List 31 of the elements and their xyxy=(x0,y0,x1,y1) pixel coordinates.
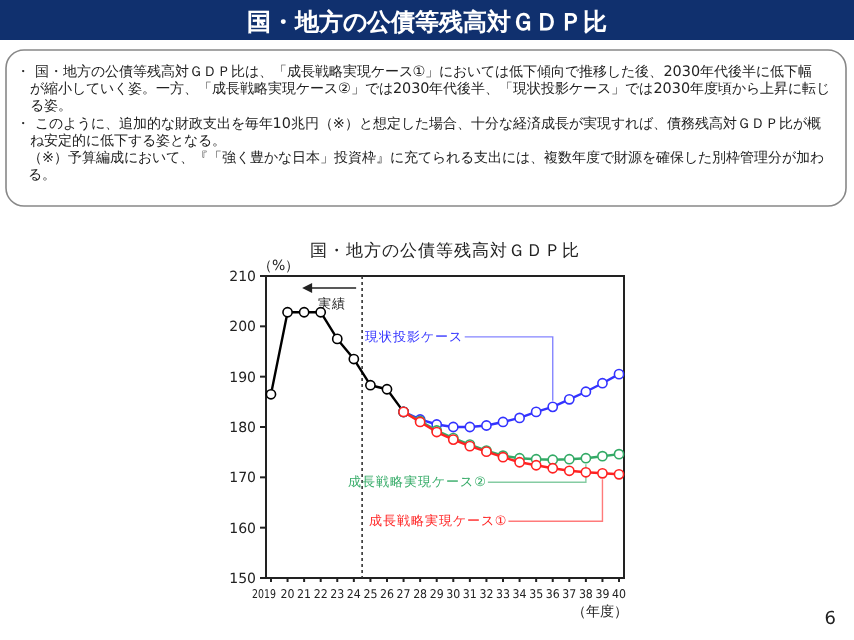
point xyxy=(580,386,592,398)
point xyxy=(613,448,625,460)
point xyxy=(613,368,625,380)
point xyxy=(530,459,542,471)
point xyxy=(563,453,575,465)
point xyxy=(547,462,559,474)
point xyxy=(563,393,575,405)
point xyxy=(365,379,376,391)
point xyxy=(580,452,592,464)
chart-title: 国・地方の公債等残高対ＧＤＰ比 xyxy=(247,8,607,36)
point xyxy=(464,421,476,433)
point xyxy=(447,421,459,433)
point xyxy=(547,401,559,413)
chart-subtitle: 国・地方の公債等残高対ＧＤＰ比 xyxy=(310,240,580,262)
point xyxy=(597,377,608,389)
point xyxy=(497,416,509,428)
point xyxy=(348,353,360,365)
point xyxy=(613,468,625,480)
point xyxy=(514,412,525,424)
text: 6 xyxy=(824,610,837,630)
point xyxy=(381,383,393,395)
point xyxy=(282,306,293,318)
point xyxy=(580,466,592,478)
point xyxy=(563,465,575,477)
point xyxy=(597,450,608,462)
point xyxy=(331,333,343,345)
point xyxy=(597,467,608,479)
point xyxy=(530,406,542,418)
point xyxy=(481,420,492,431)
point xyxy=(265,388,277,400)
point xyxy=(298,306,310,318)
